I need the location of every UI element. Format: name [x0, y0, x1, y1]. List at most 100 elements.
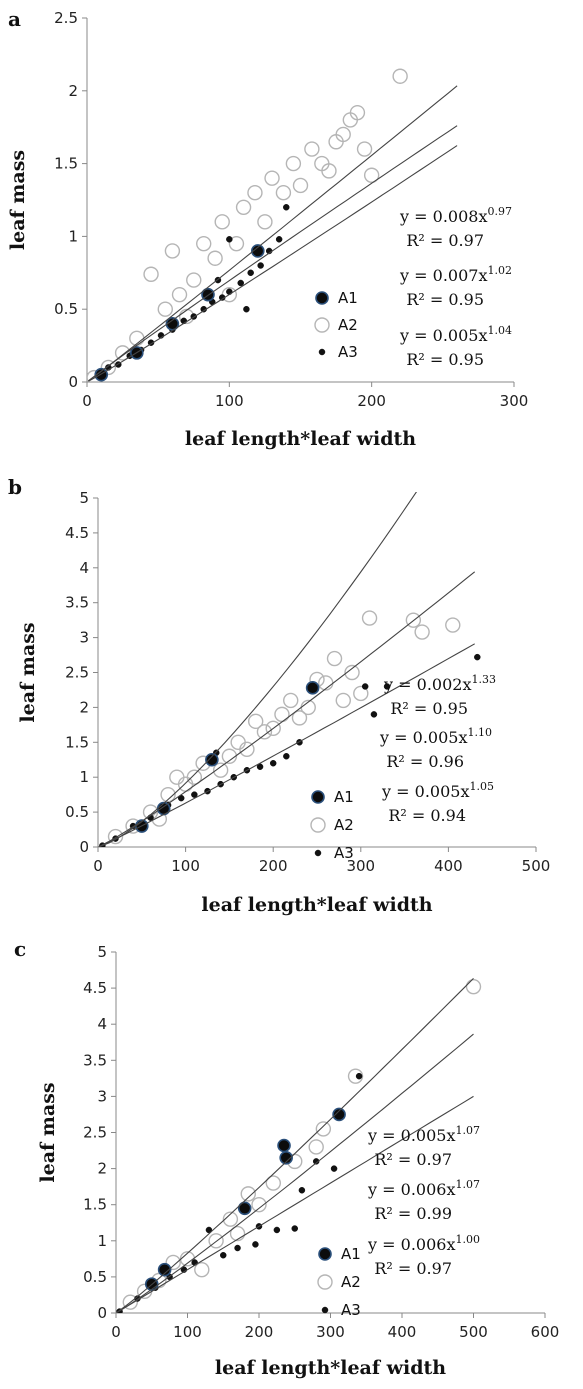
data-point-a3: [220, 1251, 227, 1259]
data-point-a3: [330, 1165, 338, 1172]
r-squared: R² = 0.95: [406, 350, 484, 369]
trend-equation: y = 0.005x1.10: [379, 726, 492, 747]
r-squared: R² = 0.94: [388, 806, 466, 825]
x-axis-title: leaf length*leaf width: [201, 894, 432, 916]
data-point-a2: [274, 706, 290, 723]
x-tick-label: 300: [500, 392, 529, 410]
trend-line: [98, 643, 475, 847]
data-point-a2: [157, 301, 173, 317]
trend-line: [88, 145, 458, 382]
data-point-a2: [265, 720, 281, 737]
trend-line: [88, 125, 458, 382]
plot-area: [116, 978, 482, 1313]
plot-area: [98, 492, 481, 847]
data-point-a2: [326, 650, 343, 667]
data-point-a2: [247, 185, 263, 201]
data-point-a3: [234, 1244, 241, 1252]
y-tick-label: 2.5: [65, 664, 89, 682]
data-point-a2: [214, 214, 230, 230]
data-point-a2: [160, 786, 176, 803]
legend-label: A2: [338, 316, 358, 334]
y-axis-title: leaf mass: [7, 150, 29, 250]
panel-label: a: [8, 7, 21, 31]
x-tick-label: 0: [82, 392, 92, 410]
r-squared: R² = 0.97: [406, 231, 484, 250]
data-point-a3: [243, 305, 250, 313]
data-point-a2: [239, 741, 255, 757]
data-point-a2: [240, 1186, 256, 1202]
data-point-a1: [305, 681, 320, 695]
data-point-a1: [237, 1201, 252, 1216]
y-tick-label: 0: [79, 838, 89, 856]
x-axis-title: leaf length*leaf width: [215, 1357, 446, 1379]
trend-line: [116, 1095, 474, 1313]
data-point-a2: [122, 1294, 139, 1310]
data-point-a2: [212, 762, 229, 778]
legend-label: A3: [341, 1301, 361, 1319]
legend-label: A1: [341, 1245, 361, 1263]
legend-marker-a1: [315, 291, 329, 305]
legend-marker-a2: [310, 817, 326, 833]
y-tick-label: 1: [68, 227, 78, 245]
y-tick-label: 2.5: [83, 1124, 107, 1142]
y-tick-label: 3: [97, 1087, 107, 1105]
x-tick-label: 300: [346, 857, 375, 875]
y-tick-label: 1.5: [83, 1196, 107, 1214]
data-point-a2: [171, 286, 188, 303]
data-point-a2: [361, 610, 378, 626]
y-tick-label: 3.5: [65, 594, 89, 612]
data-point-a2: [321, 163, 337, 179]
y-tick-label: 4.5: [65, 524, 89, 542]
y-tick-label: 2: [97, 1160, 107, 1178]
legend-label: A1: [334, 788, 354, 806]
panel-a: a 0 0.5 1 1.5 2 2.5 0 100 200 300 leaf length*leaf…: [0, 0, 583, 460]
trend-line: [116, 1033, 474, 1313]
data-point-a2: [235, 199, 252, 215]
trend-equation: y = 0.002x1.33: [383, 673, 496, 694]
data-point-a2: [283, 692, 299, 709]
legend-marker-a2: [314, 317, 330, 333]
data-point-a3: [291, 1225, 298, 1232]
data-point-a2: [349, 104, 366, 121]
x-tick-label: 400: [388, 1323, 417, 1341]
data-point-a2: [222, 1211, 239, 1227]
data-point-a2: [230, 734, 246, 750]
data-point-a3: [252, 1241, 259, 1248]
legend-label: A2: [341, 1273, 361, 1291]
trend-line: [98, 492, 418, 847]
data-point-a2: [335, 692, 351, 709]
data-point-a3: [269, 759, 277, 767]
r-squared: R² = 0.95: [406, 290, 484, 309]
data-point-a3: [361, 683, 369, 690]
data-point-a2: [304, 141, 320, 157]
r-squared: R² = 0.97: [374, 1259, 452, 1278]
data-point-a2: [265, 1175, 281, 1191]
x-tick-label: 300: [316, 1323, 345, 1341]
y-tick-label: 0.5: [54, 300, 78, 318]
y-tick-label: 2: [79, 698, 89, 716]
data-point-a3: [275, 236, 283, 243]
trend-equation: y = 0.006x1.00: [367, 1233, 480, 1254]
y-tick-label: 1.5: [65, 733, 89, 751]
x-tick-label: 100: [173, 1323, 202, 1341]
legend-marker-a3: [318, 348, 326, 356]
data-point-a2: [194, 1261, 210, 1278]
x-tick-label: 0: [111, 1323, 121, 1341]
data-point-a2: [208, 1233, 224, 1249]
data-point-a3: [226, 236, 233, 243]
data-point-a2: [392, 68, 408, 84]
y-tick-label: 1: [97, 1232, 107, 1250]
data-point-a2: [344, 664, 360, 681]
y-axis-title: leaf mass: [17, 622, 39, 722]
data-point-a3: [247, 269, 254, 277]
legend-label: A2: [334, 816, 354, 834]
x-tick-label: 200: [357, 392, 386, 410]
data-point-a3: [298, 1187, 306, 1194]
chart-panel-c: c 0 0.5 1 1.5 2 2.5 3 3.5 4 4.5 5 0 100 200 300 400 500 6…: [14, 937, 559, 1379]
y-tick-label: 0: [97, 1304, 107, 1322]
data-point-a2: [251, 1197, 267, 1213]
x-tick-label: 0: [93, 857, 103, 875]
legend-marker-a2: [317, 1274, 333, 1290]
x-tick-label: 500: [522, 857, 551, 875]
data-point-a3: [355, 1072, 363, 1080]
